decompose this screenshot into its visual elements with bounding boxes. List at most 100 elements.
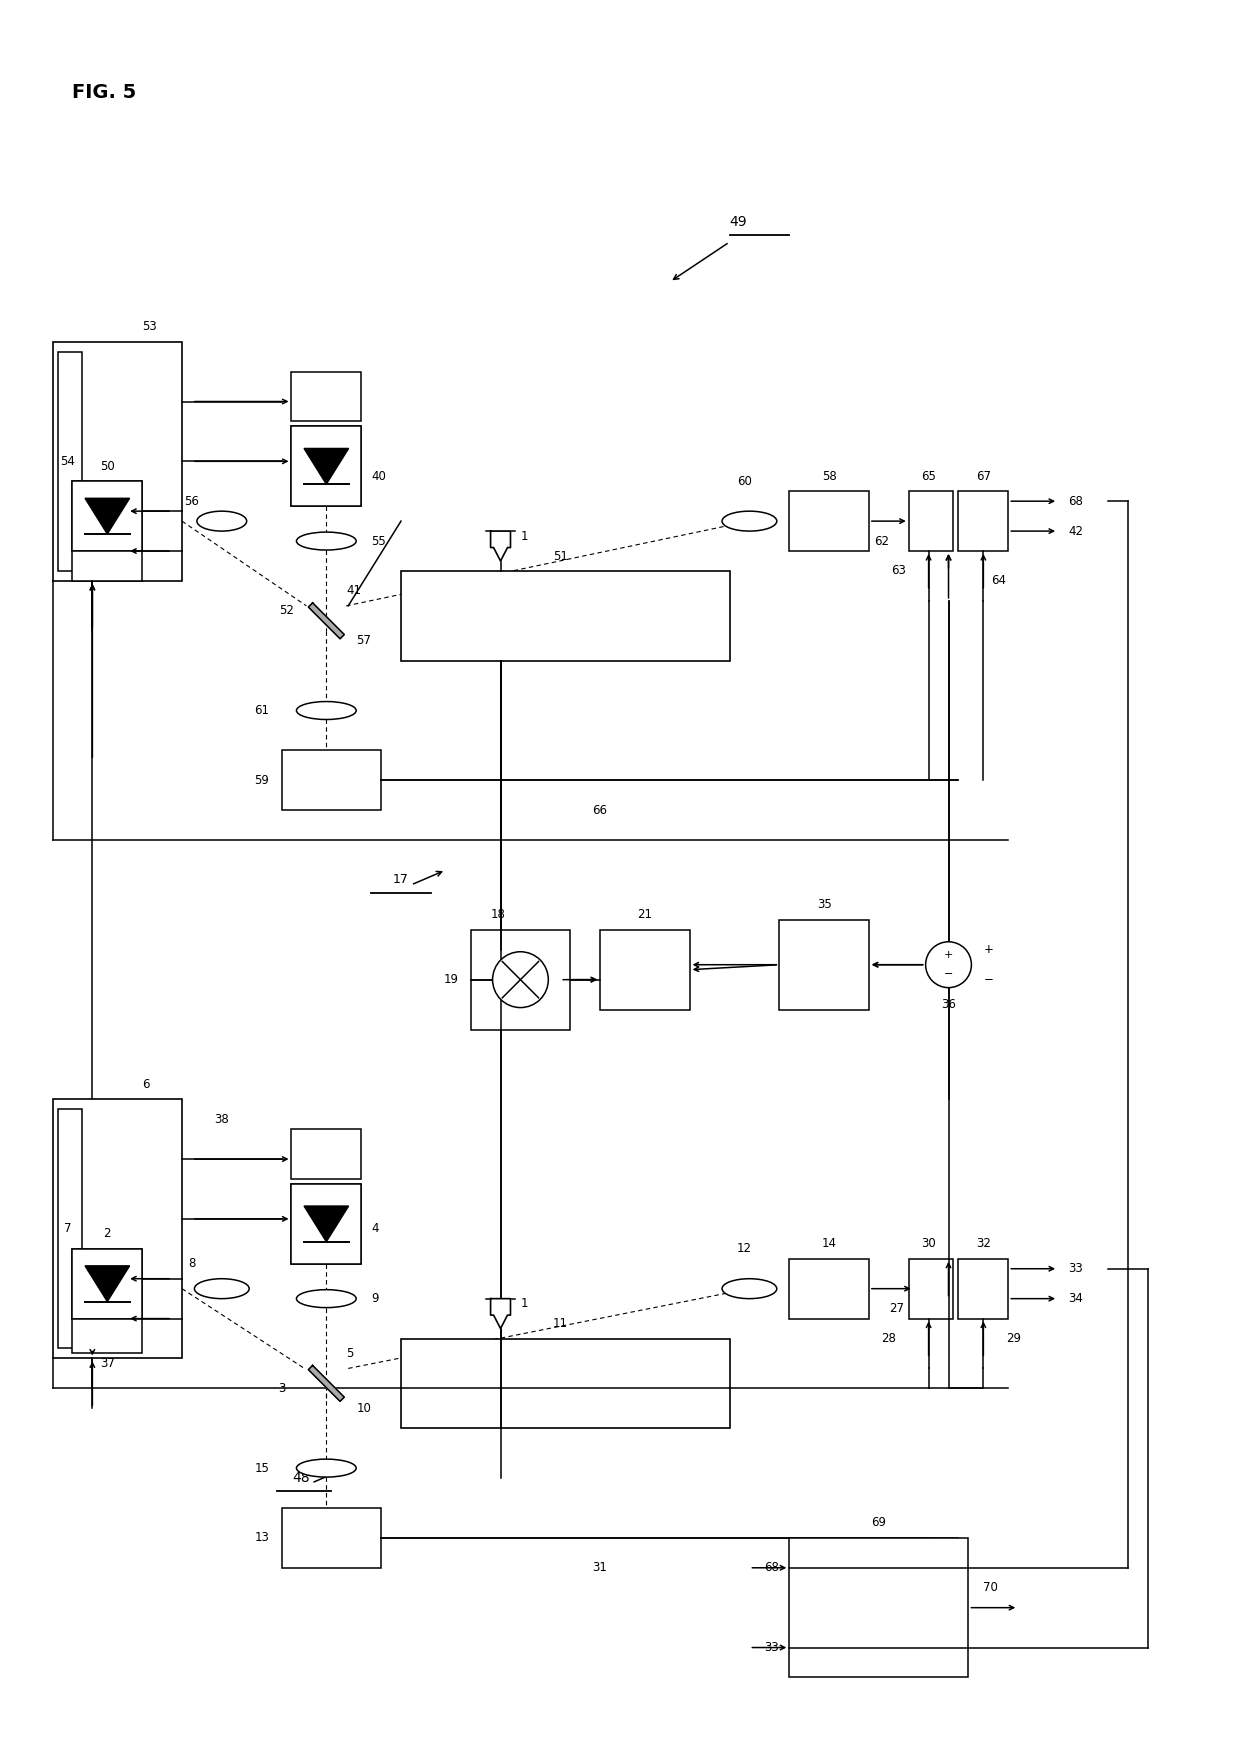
- Text: 9: 9: [371, 1292, 378, 1306]
- Bar: [72, 1248, 143, 1318]
- Text: 66: 66: [593, 804, 608, 816]
- Text: 41: 41: [346, 584, 361, 598]
- Text: 59: 59: [254, 774, 269, 787]
- Text: 29: 29: [1006, 1332, 1021, 1344]
- Text: 50: 50: [100, 460, 114, 472]
- Text: 68: 68: [764, 1561, 779, 1575]
- Bar: [959, 491, 1008, 551]
- Text: 11: 11: [553, 1316, 568, 1330]
- Bar: [52, 341, 182, 580]
- Text: 51: 51: [553, 549, 568, 563]
- Text: 58: 58: [822, 470, 837, 482]
- Bar: [72, 551, 143, 580]
- Text: 65: 65: [921, 470, 936, 482]
- Text: −: −: [944, 970, 954, 979]
- Text: 1: 1: [521, 530, 528, 542]
- Text: 69: 69: [872, 1517, 887, 1530]
- Bar: [291, 1129, 361, 1180]
- Polygon shape: [86, 1266, 130, 1302]
- Bar: [959, 1259, 1008, 1318]
- Text: 63: 63: [892, 565, 906, 577]
- Text: 28: 28: [882, 1332, 897, 1344]
- Text: 31: 31: [593, 1561, 608, 1575]
- Bar: [789, 491, 869, 551]
- Bar: [291, 1183, 361, 1264]
- Text: 1: 1: [521, 1297, 528, 1311]
- Bar: [909, 1259, 954, 1318]
- Polygon shape: [309, 603, 345, 638]
- Text: 7: 7: [63, 1222, 71, 1236]
- Bar: [281, 750, 381, 811]
- Bar: [72, 481, 143, 551]
- Ellipse shape: [722, 510, 776, 531]
- Text: 35: 35: [817, 898, 832, 911]
- Text: 61: 61: [254, 704, 269, 717]
- Text: 13: 13: [254, 1531, 269, 1545]
- Text: 67: 67: [976, 470, 991, 482]
- Bar: [401, 1339, 729, 1428]
- Text: 2: 2: [104, 1227, 112, 1241]
- Polygon shape: [309, 1365, 345, 1402]
- Bar: [779, 919, 869, 1010]
- Text: −: −: [983, 974, 993, 986]
- Text: 14: 14: [822, 1238, 837, 1250]
- Text: 40: 40: [371, 470, 386, 482]
- Text: 36: 36: [941, 998, 956, 1010]
- Bar: [72, 1248, 143, 1318]
- Text: 10: 10: [356, 1402, 371, 1414]
- Ellipse shape: [195, 1280, 249, 1299]
- Text: 54: 54: [60, 454, 74, 468]
- Text: 60: 60: [737, 475, 751, 488]
- Text: 70: 70: [983, 1582, 998, 1594]
- Text: 53: 53: [143, 320, 157, 334]
- Polygon shape: [304, 1206, 348, 1241]
- Text: 18: 18: [491, 909, 506, 921]
- Polygon shape: [491, 531, 511, 561]
- Text: 52: 52: [279, 605, 294, 617]
- Text: 49: 49: [729, 215, 748, 229]
- Polygon shape: [491, 1299, 511, 1328]
- Bar: [789, 1259, 869, 1318]
- Text: 21: 21: [637, 909, 652, 921]
- Text: FIG. 5: FIG. 5: [72, 82, 136, 101]
- Ellipse shape: [296, 1460, 356, 1477]
- Ellipse shape: [296, 531, 356, 551]
- Text: 27: 27: [889, 1302, 904, 1314]
- Text: +: +: [944, 951, 954, 960]
- Bar: [52, 1099, 182, 1358]
- Text: 6: 6: [143, 1079, 150, 1091]
- Text: 17: 17: [393, 874, 409, 886]
- Text: 62: 62: [874, 535, 889, 547]
- Text: 34: 34: [1068, 1292, 1083, 1306]
- Text: 12: 12: [737, 1243, 751, 1255]
- Bar: [281, 1509, 381, 1568]
- Ellipse shape: [296, 701, 356, 720]
- Text: 37: 37: [100, 1356, 115, 1370]
- Text: 38: 38: [215, 1113, 229, 1126]
- Circle shape: [925, 942, 971, 988]
- Text: 33: 33: [1068, 1262, 1083, 1276]
- Circle shape: [492, 951, 548, 1007]
- Bar: [471, 930, 570, 1030]
- Text: 33: 33: [765, 1641, 779, 1654]
- Text: 30: 30: [921, 1238, 936, 1250]
- Text: 68: 68: [1068, 495, 1083, 507]
- Bar: [72, 1318, 143, 1353]
- Text: 15: 15: [254, 1461, 269, 1475]
- Bar: [57, 1110, 82, 1348]
- Bar: [789, 1538, 968, 1678]
- Bar: [909, 491, 954, 551]
- Text: 32: 32: [976, 1238, 991, 1250]
- Text: 42: 42: [1068, 524, 1083, 538]
- Bar: [72, 481, 143, 551]
- Text: 4: 4: [371, 1222, 378, 1236]
- Text: 8: 8: [188, 1257, 196, 1271]
- Text: 55: 55: [371, 535, 386, 547]
- Text: 19: 19: [443, 974, 459, 986]
- Text: 3: 3: [278, 1383, 285, 1395]
- Text: 56: 56: [185, 495, 200, 507]
- Bar: [291, 427, 361, 507]
- Bar: [291, 1183, 361, 1264]
- Text: 48: 48: [293, 1472, 310, 1486]
- Text: 57: 57: [356, 635, 371, 647]
